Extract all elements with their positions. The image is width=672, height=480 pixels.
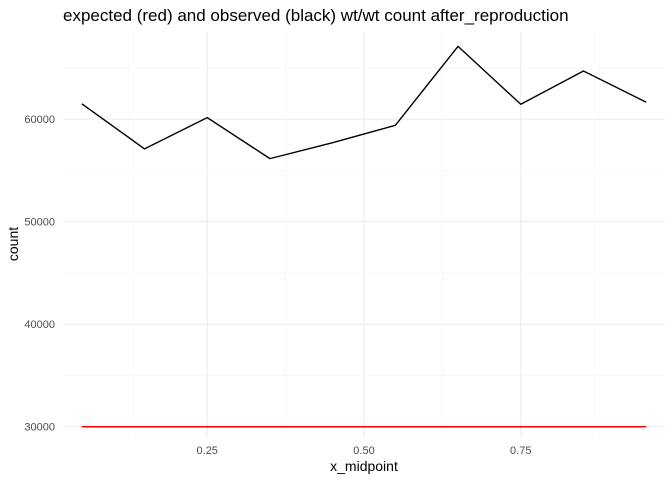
y-axis-title: count <box>5 227 21 261</box>
x-axis-title: x_midpoint <box>330 458 398 474</box>
y-tick-label: 50000 <box>24 217 55 229</box>
grid <box>63 32 665 437</box>
series-lines <box>81 45 647 428</box>
x-tick-label: 0.75 <box>510 445 531 457</box>
y-tick-label: 60000 <box>24 114 55 126</box>
chart-title: expected (red) and observed (black) wt/w… <box>63 6 569 25</box>
x-tick-label: 0.50 <box>353 445 374 457</box>
y-tick-label: 40000 <box>24 319 55 331</box>
y-tick-label: 30000 <box>24 422 55 434</box>
tick-labels: 0.25 0.50 0.75 30000 40000 50000 60000 <box>24 114 531 457</box>
observed-series-line <box>81 45 647 160</box>
x-tick-label: 0.25 <box>197 445 218 457</box>
